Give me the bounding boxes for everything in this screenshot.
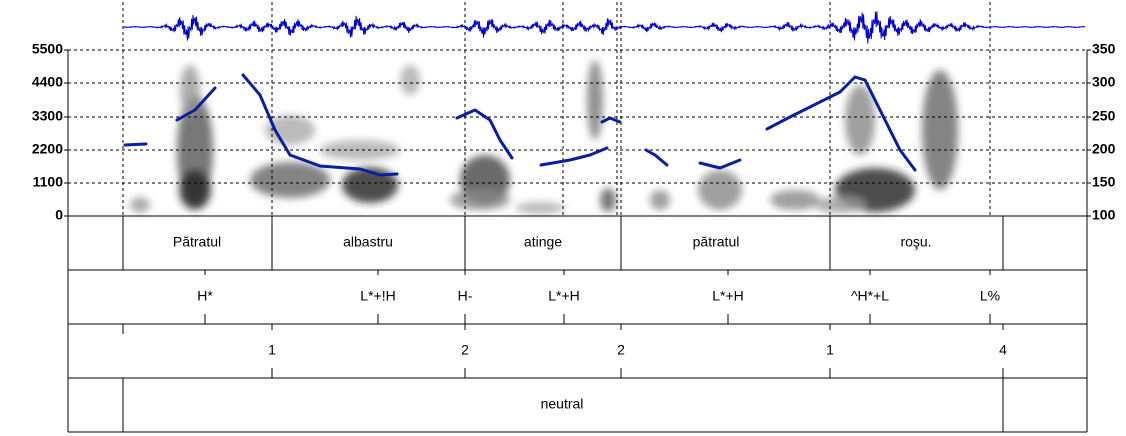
spectral-energy xyxy=(815,197,865,213)
pitch-segment xyxy=(765,75,917,172)
frequency-tick-label: 1100 xyxy=(33,174,64,190)
spectral-energy xyxy=(179,170,211,210)
break-label: 2 xyxy=(617,342,625,358)
spectral-energy xyxy=(250,162,330,198)
spectral-energy xyxy=(922,70,958,190)
break-label: 1 xyxy=(268,342,276,358)
spectral-energy xyxy=(400,65,420,95)
spectral-energy xyxy=(845,85,875,155)
spectral-energy xyxy=(600,188,616,212)
frequency-tick-label: 2200 xyxy=(32,141,63,157)
frequency-tick-label: 4400 xyxy=(32,74,63,90)
spectrogram xyxy=(130,60,958,214)
waveform xyxy=(122,11,1086,44)
word-label: pătratul xyxy=(693,234,740,250)
tone-label: L% xyxy=(980,288,1000,304)
spectral-energy xyxy=(450,190,510,210)
tone-label: L*+!H xyxy=(360,288,395,304)
word-label: roşu. xyxy=(900,234,931,250)
pitch-segment xyxy=(539,146,609,167)
spectral-energy xyxy=(180,65,200,115)
spectral-energy xyxy=(265,115,315,145)
pitch-segment xyxy=(123,142,148,147)
break-label: 2 xyxy=(461,342,469,358)
word-label: albastru xyxy=(343,234,393,250)
spectral-energy xyxy=(650,190,670,210)
tone-label: H- xyxy=(458,288,473,304)
spectral-energy xyxy=(770,190,820,210)
frequency-tick-label: 0 xyxy=(55,207,63,223)
pitch-segment xyxy=(600,116,622,124)
pitch-segment xyxy=(241,73,399,177)
pitch-segment xyxy=(644,148,669,167)
pitch-segment xyxy=(455,108,514,160)
spectral-energy xyxy=(515,202,565,214)
tone-label: L*+H xyxy=(712,288,744,304)
spectral-energy xyxy=(587,60,603,140)
pitch-tick-label: 250 xyxy=(1092,108,1116,124)
pitch-tick-label: 150 xyxy=(1092,174,1116,190)
spectral-energy xyxy=(698,170,742,210)
pitch-track xyxy=(123,73,917,177)
pitch-tick-label: 100 xyxy=(1092,207,1116,223)
break-label: 4 xyxy=(999,342,1007,358)
spectral-energy xyxy=(130,197,150,213)
tone-label: L*+H xyxy=(548,288,580,304)
spectral-energy xyxy=(320,140,400,160)
frequency-tick-label: 3300 xyxy=(32,108,63,124)
word-label: atinge xyxy=(524,234,562,250)
pitch-tick-label: 300 xyxy=(1092,74,1116,90)
pitch-segment xyxy=(698,158,742,170)
break-label: 1 xyxy=(826,342,834,358)
pitch-segment xyxy=(175,86,217,122)
frequency-tick-label: 5500 xyxy=(32,41,63,57)
style-label: neutral xyxy=(541,396,584,412)
tone-label: ^H*+L xyxy=(851,288,889,304)
tone-label: H* xyxy=(197,288,213,304)
word-label: Pătratul xyxy=(173,234,221,250)
pitch-tick-label: 200 xyxy=(1092,141,1116,157)
textgrid: 5500 4400 3300 2200 1100 0 350 300 250 200 150 100 P… xyxy=(32,41,1116,433)
pitch-tick-label: 350 xyxy=(1092,41,1116,57)
